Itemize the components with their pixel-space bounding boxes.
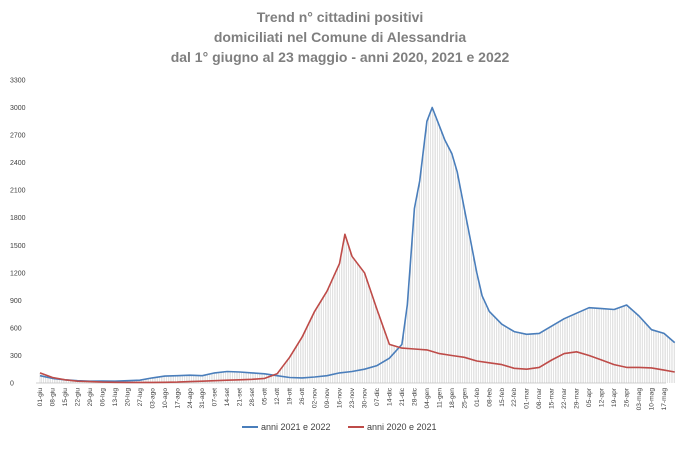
x-axis: 01-giu 08-giu 15-giu 22-giu 29-giu 06-lug 13-l… [37, 387, 668, 410]
x-tick-label: 28-dic [411, 387, 418, 406]
x-tick-label: 24-ago [187, 388, 194, 409]
y-tick-label: 2400 [10, 160, 26, 167]
x-tick-label: 26-ott [299, 388, 306, 405]
y-tick-label: 600 [10, 325, 22, 332]
x-tick-label: 17-ago [174, 388, 181, 409]
x-tick-label: 15-giu [62, 388, 69, 407]
x-tick-label: 01-mar [524, 387, 531, 409]
x-tick-label: 30-nov [361, 387, 368, 408]
legend: anni 2021 e 2022 anni 2020 e 2021 [242, 422, 437, 432]
y-tick-label: 1200 [10, 270, 26, 277]
chart-title-line-3: dal 1° giugno al 23 maggio - anni 2020, … [170, 49, 510, 65]
chart-title-line-2: domiciliati nel Comune di Alessandria [213, 29, 467, 45]
series-line-1 [39, 106, 676, 383]
x-tick-label: 22-feb [511, 388, 518, 407]
legend-label-2: anni 2020 e 2021 [367, 422, 437, 432]
x-tick-label: 05-apr [586, 387, 593, 407]
x-tick-label: 21-dic [399, 387, 406, 406]
chart-title-line-1: Trend n° cittadini positivi [256, 9, 424, 25]
series-lines [39, 106, 676, 384]
x-tick-label: 03-mag [636, 388, 643, 411]
y-axis: 0 300 600 900 1200 1500 1800 2100 2400 2700 3000 33… [10, 78, 26, 388]
y-tick-label: 0 [10, 381, 14, 388]
x-tick-label: 18-gen [449, 388, 456, 409]
x-tick-label: 13-lug [112, 388, 119, 407]
x-tick-label: 12-ott [274, 388, 281, 405]
x-tick-label: 15-mar [549, 387, 556, 409]
x-tick-label: 27-lug [137, 388, 144, 407]
x-tick-label: 21-set [237, 388, 244, 406]
y-tick-label: 900 [10, 298, 22, 305]
x-tick-label: 02-nov [312, 387, 319, 408]
x-tick-label: 08-mar [536, 387, 543, 409]
x-tick-label: 26-apr [624, 387, 631, 407]
x-tick-label: 11-gen [436, 388, 443, 408]
x-tick-label: 19-apr [611, 387, 618, 407]
y-tick-label: 2100 [10, 188, 26, 195]
x-tick-label: 09-nov [324, 387, 331, 408]
x-tick-label: 07-set [212, 388, 219, 406]
x-tick-label: 29-mar [574, 387, 581, 409]
x-tick-label: 03-ago [149, 388, 156, 409]
x-tick-label: 07-dic [374, 387, 381, 406]
x-tick-label: 25-gen [461, 388, 468, 409]
y-tick-label: 3000 [10, 105, 26, 112]
y-tick-label: 1800 [10, 215, 26, 222]
x-tick-label: 01-giu [37, 388, 44, 407]
x-tick-label: 05-ott [262, 388, 269, 405]
x-tick-label: 10-ago [162, 388, 169, 409]
x-tick-label: 15-feb [499, 388, 506, 407]
x-tick-label: 04-gen [424, 388, 431, 409]
legend-label-1: anni 2021 e 2022 [261, 422, 331, 432]
x-tick-label: 31-ago [199, 388, 206, 409]
y-tick-label: 3300 [10, 78, 26, 85]
x-tick-label: 22-mar [561, 387, 568, 409]
y-tick-label: 1500 [10, 243, 26, 250]
x-tick-label: 28-set [249, 388, 256, 406]
x-tick-label: 08-feb [486, 388, 493, 407]
y-tick-label: 300 [10, 353, 22, 360]
x-tick-label: 06-lug [99, 388, 106, 407]
x-tick-label: 14-set [224, 388, 231, 406]
x-tick-label: 14-dic [386, 387, 393, 406]
y-tick-label: 2700 [10, 133, 26, 140]
x-tick-label: 23-nov [349, 387, 356, 408]
x-tick-label: 22-giu [74, 388, 81, 407]
x-tick-label: 19-ott [287, 388, 294, 405]
x-tick-label: 16-nov [337, 387, 344, 408]
drop-lines [39, 107, 675, 383]
x-tick-label: 08-giu [49, 388, 56, 407]
x-tick-label: 29-giu [87, 388, 94, 407]
x-tick-label: 17-mag [661, 388, 668, 411]
x-tick-label: 12-apr [599, 387, 606, 407]
x-tick-label: 20-lug [124, 388, 131, 407]
x-tick-label: 10-mag [649, 388, 656, 411]
series-line-2 [39, 233, 675, 384]
x-tick-label: 01-feb [474, 388, 481, 407]
